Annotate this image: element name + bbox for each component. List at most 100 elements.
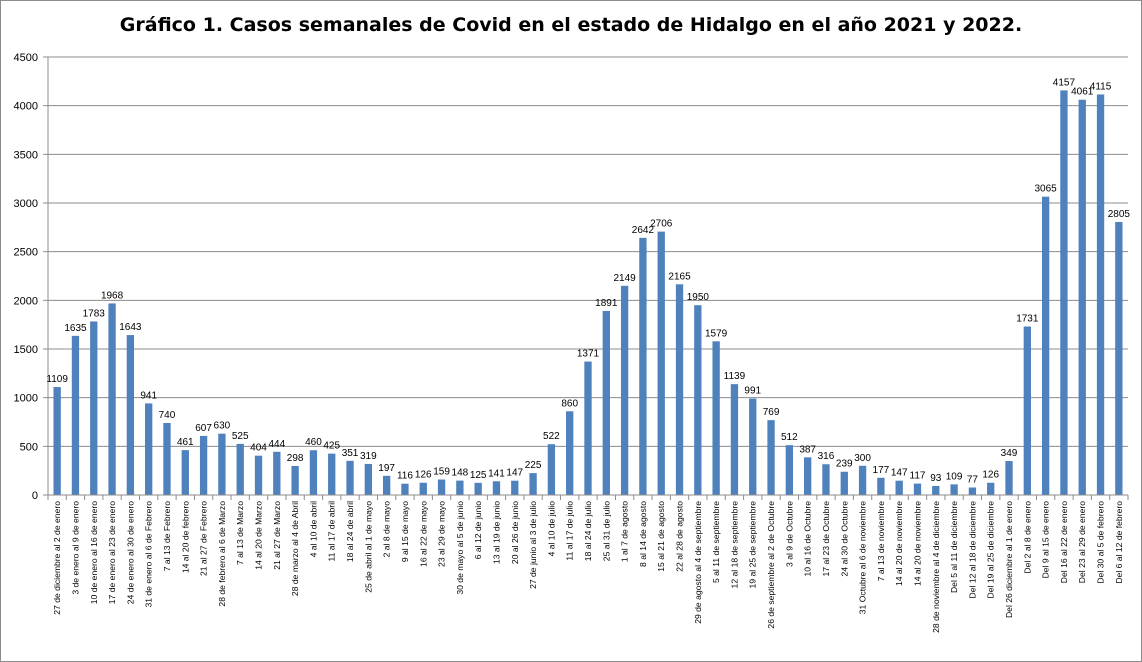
x-tick-label: Del 9 al 15 de enero — [1041, 501, 1051, 579]
data-label: 769 — [763, 407, 780, 418]
x-tick-label: 5 al 11 de septiembre — [711, 501, 721, 583]
bar — [401, 483, 409, 495]
bar — [877, 477, 885, 495]
y-tick-label: 3500 — [14, 149, 38, 161]
bar — [53, 387, 61, 495]
x-tick-label: 21 al 27 de Febrero — [199, 501, 209, 576]
data-label: 93 — [930, 473, 942, 484]
bar — [254, 455, 263, 495]
bar — [108, 303, 116, 495]
bar — [950, 484, 958, 495]
bar — [437, 479, 446, 495]
data-label: 1950 — [687, 292, 710, 303]
data-label: 991 — [744, 386, 761, 397]
data-label: 2642 — [632, 225, 655, 236]
x-tick-label: 27 de junio al 3 de julio — [528, 501, 538, 589]
bar — [895, 480, 903, 495]
x-tick-label: Del 16 al 22 de enero — [1059, 501, 1069, 583]
bar — [749, 398, 757, 495]
gridlines — [48, 56, 1128, 447]
data-label: 512 — [781, 432, 798, 443]
axes — [43, 56, 1129, 500]
data-label: 4061 — [1071, 87, 1094, 98]
x-tick-label: 6 al 12 de junio — [473, 501, 483, 560]
data-label: 1891 — [595, 298, 618, 309]
data-label: 117 — [910, 471, 926, 482]
data-label: 159 — [433, 467, 450, 478]
bar — [529, 473, 537, 495]
bar — [328, 453, 336, 495]
x-tick-label: 2 al 8 de mayo — [382, 501, 392, 558]
data-label: 1783 — [83, 308, 106, 319]
x-tick-label: 19 al 25 de septiembre — [748, 501, 758, 589]
data-label: 148 — [452, 468, 469, 479]
bar — [291, 465, 299, 495]
data-label: 351 — [342, 448, 359, 459]
bar — [199, 435, 208, 495]
y-tick-label: 4000 — [14, 101, 38, 113]
x-tick-label: 26 de septiembre al 2 de Octubre — [766, 501, 776, 629]
x-tick-label: 17 al 23 de Octubre — [821, 501, 831, 577]
data-label: 3065 — [1035, 184, 1058, 195]
bar — [602, 310, 610, 495]
bar — [968, 487, 977, 495]
x-tick-label: 1 al 7 de agosto — [620, 501, 630, 562]
bar — [767, 420, 775, 495]
y-tick-label: 1000 — [14, 393, 38, 405]
x-tick-label: 16 al 22 de mayo — [418, 501, 428, 567]
bar — [456, 480, 464, 495]
bar — [694, 305, 702, 495]
x-tick-label: 14 al 20 de noviembre — [912, 501, 922, 586]
x-tick-label: Del 5 al 11 de diciembre — [949, 501, 959, 593]
x-tick-label: 11 al 17 de julio — [565, 501, 575, 561]
bar — [1005, 461, 1013, 495]
bar — [145, 403, 153, 495]
bar — [584, 361, 592, 495]
data-label: 461 — [177, 437, 194, 448]
data-label: 2165 — [668, 271, 691, 282]
data-label: 941 — [140, 390, 157, 401]
data-label: 126 — [982, 470, 999, 481]
bar — [1041, 196, 1050, 495]
data-label: 319 — [360, 451, 377, 462]
x-tick-label: 12 al 18 de septiembre — [729, 501, 739, 589]
x-tick-label: 23 al 29 de mayo — [437, 501, 447, 567]
data-label: 1579 — [705, 328, 728, 339]
data-label: 404 — [250, 443, 267, 454]
x-tick-label: 22 al 28 de agosto — [675, 501, 685, 572]
bar — [236, 443, 244, 495]
x-tick-label: 9 al 15 de mayo — [400, 501, 410, 562]
bar — [547, 444, 556, 495]
bar — [675, 284, 684, 495]
data-label: 177 — [873, 465, 890, 476]
bar — [566, 411, 574, 495]
data-label: 860 — [561, 398, 578, 409]
data-label: 2149 — [613, 273, 636, 284]
y-tick-label: 1500 — [14, 344, 38, 356]
x-tick-label: 3 al 9 de Octubre — [784, 501, 794, 567]
bar — [218, 433, 226, 495]
data-label: 444 — [268, 439, 285, 450]
data-label: 116 — [397, 471, 413, 482]
x-tick-label: 7 al 13 de Marzo — [235, 501, 245, 565]
bar — [382, 475, 391, 495]
bar — [364, 463, 372, 495]
bar — [987, 482, 995, 495]
bars — [53, 90, 1123, 496]
data-label: 225 — [525, 460, 542, 471]
data-label: 141 — [488, 468, 505, 479]
data-label: 77 — [967, 475, 979, 486]
data-label: 425 — [323, 441, 340, 452]
bar — [840, 471, 848, 495]
y-tick-labels: 0 500 1000 1500 2000 2500 3000 3500 4000 4500 — [14, 52, 38, 502]
bar — [1096, 94, 1105, 496]
data-label: 522 — [543, 431, 560, 442]
bar — [620, 285, 629, 495]
x-tick-label: Del 12 al 18 de diciembre — [967, 501, 977, 599]
bar — [639, 237, 647, 495]
x-tick-label: 14 al 20 de febrero — [180, 501, 190, 573]
x-tick-label: 15 al 21 de agosto — [656, 501, 666, 572]
x-tick-label: Del 23 al 29 de enero — [1077, 501, 1087, 583]
bar — [932, 485, 940, 495]
